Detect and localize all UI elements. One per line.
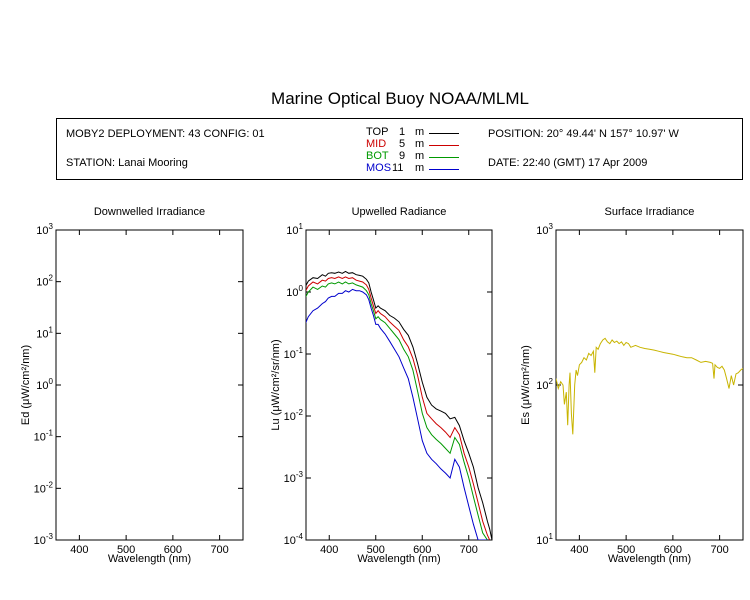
plot-frame	[305, 229, 493, 541]
legend-line-mid	[429, 145, 459, 146]
y-tick-label: 101	[36, 325, 53, 340]
y-axis-label: Lu (μW/cm²/sr/nm)	[270, 339, 282, 430]
chart-panel-3: Surface Irradiance 400 500 600 700 Wavelength…	[520, 206, 744, 565]
legend-line-mos	[429, 169, 459, 170]
y-tick-label: 100	[36, 377, 53, 392]
legend-depth-mos: 11	[392, 162, 404, 174]
x-tick-label: 400	[570, 544, 588, 556]
series-line-mid	[306, 276, 491, 540]
legend-name-mid: MID	[366, 138, 387, 150]
legend-name-mos: MOS	[366, 162, 392, 174]
legend-depth-mid: 5	[399, 138, 406, 150]
legend-unit-bot: m	[415, 150, 425, 162]
legend-name-top: TOP	[366, 126, 389, 138]
x-tick-label: 400	[320, 544, 338, 556]
y-tick-label: 10-3	[34, 532, 54, 547]
x-tick-label: 400	[70, 544, 88, 556]
page-title: Marine Optical Buoy NOAA/MLML	[271, 89, 529, 108]
legend-unit-mid: m	[415, 138, 425, 150]
position-text: POSITION: 20° 49.44' N 157° 10.97' W	[488, 128, 679, 140]
x-tick-label: 700	[710, 544, 728, 556]
y-tick-label: 101	[536, 532, 553, 547]
legend-name-bot: BOT	[366, 150, 389, 162]
deployment-text: MOBY2 DEPLOYMENT: 43 CONFIG: 01	[66, 128, 265, 140]
x-tick-label: 500	[117, 544, 135, 556]
x-tick-label: 500	[617, 544, 635, 556]
info-box: MOBY2 DEPLOYMENT: 43 CONFIG: 01 STATION:…	[56, 118, 743, 180]
x-tick-label: 600	[664, 544, 682, 556]
y-tick-label: 103	[36, 222, 53, 237]
y-tick-label: 10-4	[284, 532, 304, 547]
chart-title: Downwelled Irradiance	[94, 206, 205, 218]
legend-unit-mos: m	[415, 162, 425, 174]
station-text: STATION: Lanai Mooring	[66, 157, 188, 169]
chart-title: Upwelled Radiance	[352, 206, 447, 218]
x-tick-label: 500	[367, 544, 385, 556]
legend-line-top	[429, 133, 459, 134]
chart-title: Surface Irradiance	[605, 206, 695, 218]
x-axis-label: Wavelength (nm)	[608, 553, 691, 565]
y-axis-label: Es (μW/cm²/nm)	[520, 345, 532, 425]
y-tick-label: 103	[536, 222, 553, 237]
y-axis-label: Ed (μW/cm²/nm)	[20, 345, 32, 425]
x-tick-label: 700	[460, 544, 478, 556]
y-tick-label: 10-2	[284, 408, 304, 423]
legend-depth-bot: 9	[399, 150, 406, 162]
x-tick-label: 600	[164, 544, 182, 556]
legend-depth-top: 1	[399, 126, 406, 138]
y-tick-label: 10-1	[34, 429, 54, 444]
y-tick-label: 102	[36, 274, 53, 289]
series-line-mos	[306, 288, 488, 540]
y-tick-label: 10-3	[284, 470, 304, 485]
legend-unit-top: m	[415, 126, 425, 138]
y-tick-label: 100	[286, 284, 303, 299]
x-axis-label: Wavelength (nm)	[108, 553, 191, 565]
y-tick-label: 101	[286, 222, 303, 237]
x-tick-label: 600	[413, 544, 431, 556]
series-line-top	[306, 270, 492, 540]
series-line-bot	[306, 281, 488, 540]
x-tick-label: 700	[210, 544, 228, 556]
y-tick-label: 102	[536, 377, 553, 392]
legend-line-bot	[429, 157, 459, 158]
plot-frame	[55, 229, 244, 541]
plot-frame	[555, 229, 744, 541]
x-axis-label: Wavelength (nm)	[357, 553, 440, 565]
date-text: DATE: 22:40 (GMT) 17 Apr 2009	[488, 157, 648, 169]
chart-panel-2: Upwelled Radiance 400 500 600 700 Wavelength …	[270, 206, 493, 565]
series-line-es	[556, 337, 743, 435]
chart-panel-1: Downwelled Irradiance 400 500 600 700 Wavelen…	[20, 206, 244, 565]
y-tick-label: 10-1	[284, 346, 304, 361]
y-tick-label: 10-2	[34, 480, 54, 495]
